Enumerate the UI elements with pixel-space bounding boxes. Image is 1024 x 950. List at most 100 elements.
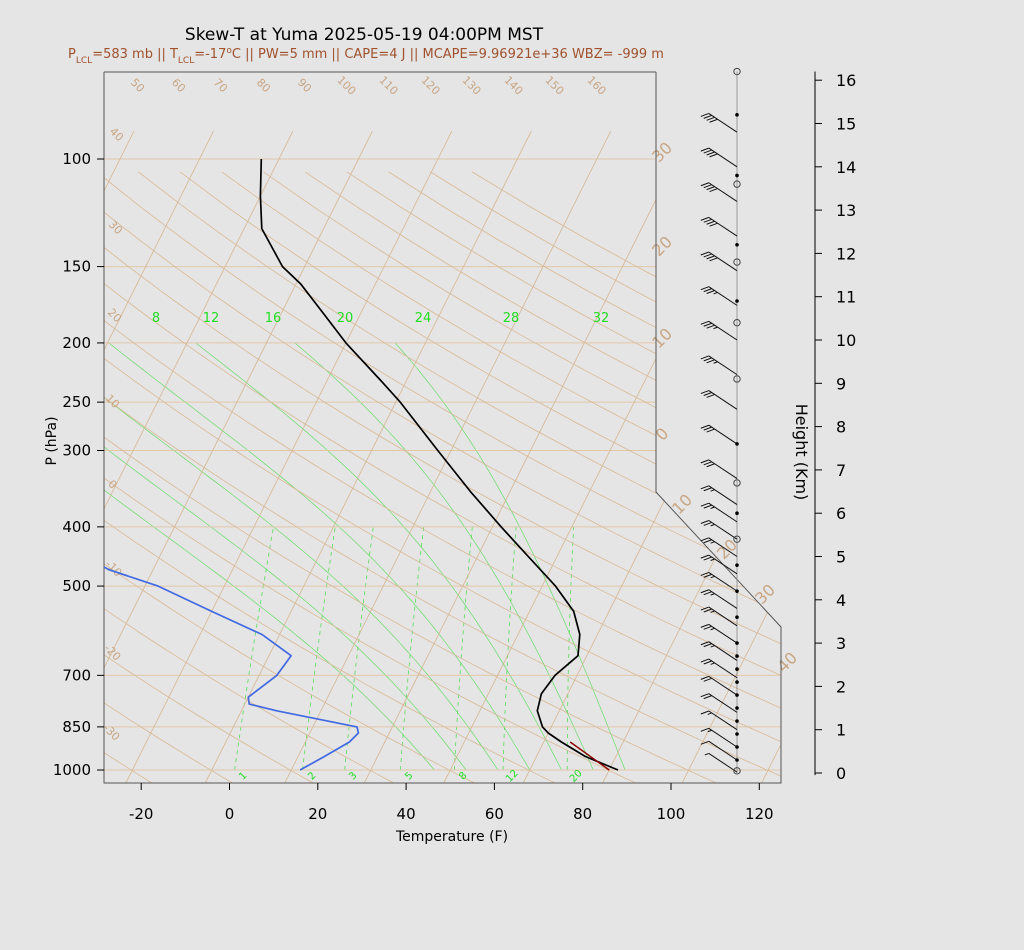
isotherm-line	[363, 130, 691, 783]
hodograph-marker-open	[733, 767, 741, 775]
wind-barb-half-flag	[713, 291, 718, 295]
isotherm-label: 30	[106, 218, 125, 237]
dry-adiabat	[388, 171, 781, 783]
moist-adiabat	[104, 489, 435, 771]
wind-barb-half-flag	[704, 752, 709, 756]
x-tick-label: 20	[308, 805, 327, 823]
dry-adiabat	[104, 171, 233, 783]
isotherm-label: 0	[652, 424, 673, 445]
grid-clipped	[104, 342, 626, 771]
mixing-ratio-line	[302, 526, 336, 771]
dry-adiabat	[104, 171, 781, 783]
wind-barb-flag	[703, 487, 712, 492]
wind-barb-flag	[700, 571, 709, 576]
wind-barb-flag	[703, 253, 712, 258]
isotherm-label: 80	[254, 76, 273, 95]
wind-barb-shaft	[708, 113, 738, 133]
height-tick-label: 2	[836, 677, 846, 696]
wind-barb-flag	[703, 521, 712, 526]
wind-barb-shaft	[708, 606, 738, 627]
wind-barb-half-flag	[707, 712, 712, 715]
wind-barb-half-flag	[710, 645, 715, 648]
mixing-ratio-line	[234, 526, 274, 771]
wind-barb-flag	[709, 188, 718, 193]
wind-barb-shaft	[708, 641, 738, 661]
chart-title: Skew-T at Yuma 2025-05-19 04:00PM MST	[185, 25, 544, 45]
height-tick-label: 5	[836, 548, 846, 567]
isotherm-label: 30	[648, 138, 676, 166]
hodograph-marker	[735, 173, 739, 178]
mixing-ratio-label: 8	[457, 770, 469, 782]
dry-adiabat	[221, 171, 781, 783]
temperature-line	[259, 158, 619, 771]
wind-barb-flag	[700, 740, 709, 745]
wind-barb-flag	[709, 222, 718, 227]
wind-barb-shaft	[708, 459, 738, 479]
wind-barb-shaft	[708, 572, 738, 592]
wind-barb-half-flag	[707, 729, 712, 733]
wind-barb	[700, 606, 738, 627]
wind-barb-shaft	[708, 740, 738, 761]
wind-barb-flag	[706, 428, 715, 433]
dry-adiabat	[104, 171, 717, 783]
isotherm-label: 160	[584, 74, 608, 98]
wind-barb	[700, 693, 738, 713]
wind-barb-flag	[700, 641, 709, 646]
isotherm-label: 90	[295, 76, 314, 95]
plot-frame	[103, 71, 782, 784]
hodograph-marker-open	[733, 479, 741, 487]
wind-barb	[700, 537, 738, 557]
wind-barb-flag	[703, 322, 712, 327]
wind-barb	[700, 520, 738, 540]
moist-adiabat	[108, 342, 531, 771]
wind-barb-flag	[700, 390, 709, 395]
wind-barb	[700, 112, 738, 133]
height-tick-label: 14	[836, 158, 856, 177]
isotherm-line	[104, 130, 373, 783]
moist-adiabat-label: 32	[593, 311, 610, 326]
x-tick-label: 100	[657, 805, 686, 823]
hodograph-marker	[735, 758, 739, 762]
profiles-clipped	[104, 158, 619, 771]
wind-barb-flag	[703, 288, 712, 293]
plot-border	[103, 72, 782, 784]
p-tick-label: 150	[62, 258, 91, 276]
moist-adiabat-label: 12	[203, 311, 220, 326]
wind-barb-half-flag	[713, 361, 718, 364]
wind-barb	[700, 502, 738, 523]
wind-barb	[704, 752, 738, 773]
isotherm-label: -20	[102, 642, 124, 664]
isotherm-label: 20	[105, 306, 124, 325]
wind-barb-half-flag	[710, 558, 715, 561]
wind-barb-shaft	[708, 147, 738, 168]
wind-barb-flag	[703, 184, 712, 189]
wind-barb-flag	[706, 220, 715, 225]
hodograph-marker	[735, 242, 739, 247]
dry-adiabat	[104, 171, 781, 783]
wind-barb-shaft	[708, 182, 738, 202]
wind-barb-flag	[700, 147, 709, 152]
moist-adiabat	[104, 446, 467, 771]
isotherm-label: 100	[334, 74, 358, 98]
p-tick-label: 300	[62, 442, 91, 460]
wind-barb-flag	[700, 520, 709, 524]
isotherm-label: 140	[501, 74, 525, 98]
dry-adiabat	[138, 171, 781, 783]
mixing-ratio-line	[400, 526, 425, 771]
moist-adiabat-label: 20	[337, 311, 354, 326]
isotherm-line	[104, 130, 294, 783]
isotherm-label: 110	[376, 74, 400, 98]
wind-barb-flag	[703, 695, 712, 700]
wind-barb-flag	[709, 118, 718, 123]
wind-barb-flag	[700, 286, 709, 291]
dry-adiabat	[104, 171, 555, 783]
moist-adiabat-label: 8	[152, 311, 160, 326]
wind-barbs	[700, 67, 741, 775]
wind-barb-shaft	[708, 286, 738, 306]
wind-barb-half-flag	[710, 541, 715, 544]
hodograph-marker	[735, 442, 739, 446]
hodograph-marker	[735, 299, 739, 303]
dry-adiabat	[0, 172, 71, 783]
x-tick-label: 40	[397, 805, 416, 823]
wind-barb-flag	[700, 251, 709, 256]
